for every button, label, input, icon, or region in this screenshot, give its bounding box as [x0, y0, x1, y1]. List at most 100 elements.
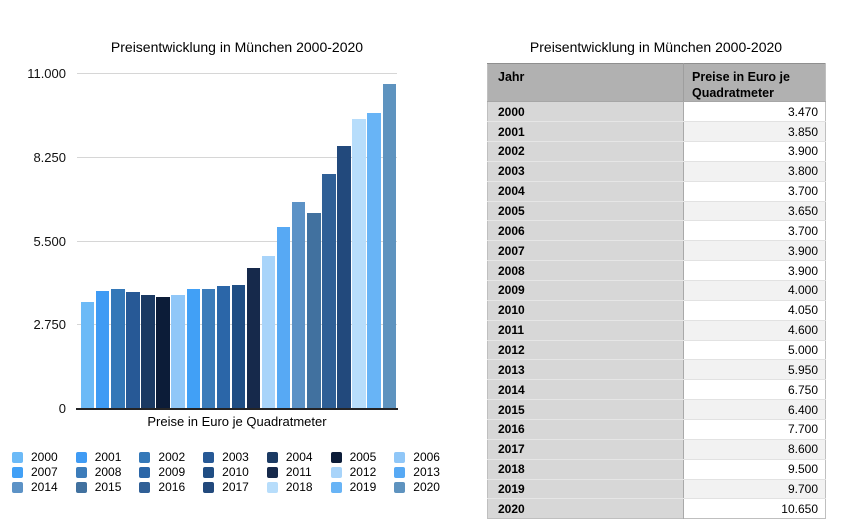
legend-label: 2020 [413, 480, 440, 494]
cell-jahr: 2016 [487, 419, 684, 440]
table-row: 2017 8.600 [487, 439, 826, 460]
bar-2016 [322, 173, 336, 408]
legend-item-2010: 2010 [203, 466, 267, 478]
table-row: 2000 3.470 [487, 101, 826, 123]
table-row: 2006 3.700 [487, 220, 826, 242]
cell-preis: 3.900 [683, 240, 826, 262]
legend-item-2014: 2014 [12, 481, 76, 493]
legend-label: 2007 [31, 465, 58, 479]
legend-swatch [203, 466, 215, 478]
table-row: 2008 3.900 [487, 260, 826, 281]
table-title: Preisentwicklung in München 2000-2020 [529, 39, 783, 55]
legend-label: 2006 [413, 450, 440, 464]
y-axis-tick: 2.750 [33, 317, 66, 333]
cell-preis: 3.800 [683, 161, 826, 182]
cell-jahr: 2010 [487, 300, 684, 321]
legend-label: 2001 [94, 450, 122, 464]
legend-swatch [12, 481, 23, 493]
bar-chart-plot [76, 73, 398, 410]
y-axis: 11.000 8.250 5.500 2.750 0 [0, 0, 66, 532]
legend-swatch [139, 451, 151, 463]
legend-label: 2005 [349, 450, 377, 464]
bar-2020 [382, 83, 396, 408]
chart-legend: 2000 2001 2002 2003 2004 2005 2006 2007 2008 2009… [12, 451, 458, 493]
legend-label: 2008 [94, 465, 122, 479]
cell-jahr: 2004 [487, 181, 684, 202]
cell-jahr: 2015 [487, 399, 684, 420]
cell-jahr: 2019 [487, 479, 684, 500]
bar-2012 [261, 255, 276, 408]
legend-label: 2009 [158, 465, 186, 479]
legend-item-2000: 2000 [12, 451, 76, 463]
cell-preis: 3.470 [683, 101, 826, 123]
legend-swatch [75, 451, 87, 463]
legend-label: 2015 [94, 480, 122, 494]
bar-2013 [277, 226, 291, 408]
cell-jahr: 2011 [487, 320, 684, 341]
cell-jahr: 2009 [487, 280, 684, 301]
bar-2017 [337, 146, 351, 408]
legend-swatch [394, 466, 406, 478]
bar-2006 [171, 295, 185, 408]
legend-item-2017: 2017 [203, 481, 267, 493]
cell-preis: 8.600 [683, 439, 826, 460]
table-row: 2014 6.750 [487, 379, 826, 401]
x-axis-label: Preise in Euro je Quadratmeter [147, 414, 327, 429]
chart-title: Preisentwicklung in München 2000-2020 [110, 39, 364, 55]
cell-preis: 3.900 [683, 260, 826, 281]
legend-swatch [266, 451, 278, 463]
cell-preis: 3.650 [683, 201, 826, 222]
cell-preis: 5.950 [683, 359, 826, 381]
legend-label: 2003 [222, 450, 249, 464]
bar-2008 [201, 289, 216, 408]
bar-2011 [246, 267, 261, 408]
legend-item-2004: 2004 [266, 451, 331, 463]
legend-label: 2002 [158, 450, 186, 464]
y-axis-tick: 11.000 [27, 66, 66, 81]
cell-jahr: 2007 [487, 240, 684, 262]
table-row: 2013 5.950 [487, 359, 826, 381]
bar-2002 [111, 289, 125, 408]
cell-preis: 4.600 [683, 320, 826, 341]
legend-label: 2013 [413, 465, 440, 479]
legend-item-2006: 2006 [394, 451, 458, 463]
cell-jahr: 2002 [487, 141, 684, 162]
legend-item-2002: 2002 [139, 451, 203, 463]
cell-jahr: 2017 [487, 439, 684, 460]
bars [77, 73, 397, 408]
legend-swatch [12, 466, 23, 478]
legend-item-2013: 2013 [394, 466, 458, 478]
table-row: 2015 6.400 [487, 399, 826, 420]
table-row: 2001 3.850 [487, 121, 826, 142]
table-row: 2018 9.500 [487, 459, 826, 480]
legend-swatch [330, 451, 342, 463]
cell-preis: 5.000 [683, 340, 826, 361]
bar-2019 [367, 112, 381, 408]
legend-item-2011: 2011 [266, 465, 331, 479]
legend-item-2001: 2001 [75, 450, 140, 464]
legend-swatch [266, 466, 278, 478]
bar-2001 [96, 290, 110, 408]
cell-jahr: 2018 [487, 459, 684, 480]
cell-jahr: 2020 [487, 498, 684, 519]
legend-label: 2018 [285, 480, 313, 494]
x-axis-line [76, 408, 398, 410]
legend-item-2018: 2018 [266, 480, 331, 494]
legend-item-2019: 2019 [330, 481, 395, 493]
bar-2004 [141, 295, 155, 408]
legend-label: 2000 [31, 450, 58, 464]
legend-item-2020: 2020 [394, 481, 458, 493]
legend-label: 2016 [158, 480, 186, 494]
legend-item-2016: 2016 [139, 481, 203, 493]
legend-label: 2011 [285, 465, 312, 479]
table-row: 2012 5.000 [487, 340, 826, 361]
bar-2018 [352, 118, 366, 408]
legend-swatch [75, 466, 87, 478]
legend-item-2009: 2009 [139, 466, 203, 478]
legend-swatch [139, 466, 151, 478]
cell-jahr: 2001 [487, 121, 684, 142]
gridline [77, 156, 397, 158]
col-header-jahr: Jahr [487, 63, 684, 103]
gridline [77, 73, 397, 74]
